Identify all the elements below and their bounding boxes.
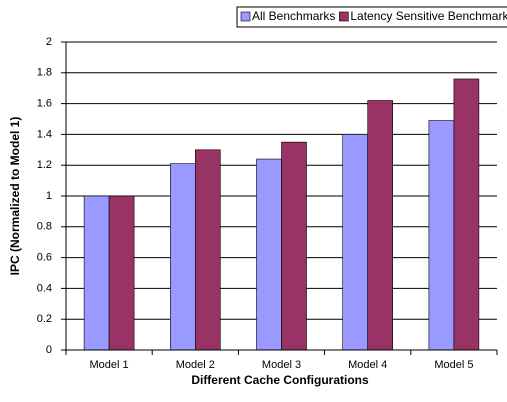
bar bbox=[83, 195, 110, 351]
legend-box bbox=[236, 6, 507, 28]
x-tick-label: Model 4 bbox=[348, 359, 387, 371]
legend-label: Latency Sensitive Benchmarks bbox=[350, 9, 507, 23]
y-tick-label: 1.2 bbox=[37, 159, 52, 171]
legend-label: All Benchmarks bbox=[252, 9, 335, 23]
bar bbox=[428, 120, 455, 351]
x-tick-label: Model 5 bbox=[434, 359, 473, 371]
legend: All Benchmarks Latency Sensitive Benchmar… bbox=[236, 6, 507, 28]
y-tick-label: 0.8 bbox=[37, 221, 52, 233]
y-axis-label: IPC (Normalized to Model 1) bbox=[8, 117, 22, 276]
legend-swatch bbox=[339, 11, 349, 22]
y-tick-label: 1.6 bbox=[37, 98, 52, 110]
y-tick-label: 0 bbox=[46, 344, 52, 356]
bar bbox=[108, 195, 135, 351]
bar bbox=[170, 163, 196, 351]
x-axis-label: Different Cache Configurations bbox=[191, 373, 369, 387]
bar bbox=[281, 141, 307, 351]
bar bbox=[342, 134, 369, 351]
y-tick-label: 1.4 bbox=[37, 128, 52, 140]
bar bbox=[195, 149, 221, 351]
bar bbox=[453, 78, 480, 351]
bar bbox=[256, 158, 282, 351]
y-tick-label: 1.8 bbox=[37, 67, 52, 79]
x-tick-label: Model 2 bbox=[176, 359, 215, 371]
x-tick-label: Model 1 bbox=[90, 359, 129, 371]
y-tick-label: 0.6 bbox=[37, 252, 52, 264]
y-tick-label: 0.4 bbox=[37, 282, 52, 294]
y-tick-label: 2 bbox=[46, 36, 52, 48]
y-tick-label: 0.2 bbox=[37, 313, 52, 325]
legend-swatch bbox=[240, 11, 251, 22]
x-tick-label: Model 3 bbox=[262, 359, 301, 371]
y-tick-label: 1 bbox=[46, 190, 52, 202]
bar bbox=[367, 100, 394, 351]
